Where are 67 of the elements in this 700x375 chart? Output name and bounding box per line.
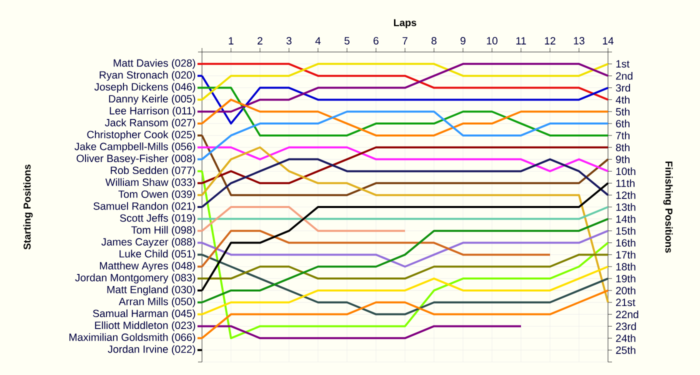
legend-label: Luke Child (051) (120, 250, 196, 260)
y2-tick-label: 7th (616, 132, 630, 140)
y2-tick-label: 9th (616, 155, 630, 164)
y2-tick-label: 6th (616, 120, 630, 128)
y2-tick-label: 15th (616, 226, 636, 235)
x-tick-label: 13 (574, 37, 584, 44)
y2-tick-label: 14th (616, 215, 636, 223)
legend-label: Danny Keirle (005) (109, 94, 196, 105)
y2-tick-label: 3rd (616, 84, 630, 92)
legend-label: Rob Sedden (077) (110, 166, 196, 176)
y2-tick-label: 12th (616, 191, 636, 199)
y2-tick-label: 17th (616, 250, 636, 259)
legend-label: Lee Harrison (011) (110, 106, 196, 117)
legend-label: Samual Harman (045) (92, 309, 196, 320)
legend-label: Jack Ransom (027) (104, 118, 196, 128)
x-tick-label: 12 (544, 37, 556, 44)
y2-tick-label: 19th (616, 274, 636, 282)
x-tick-label: 7 (402, 37, 408, 44)
legend-label: Jordan Montgomery (083) (75, 274, 196, 284)
legend-label: Arran Mills (050) (118, 298, 196, 308)
legend-label: Samuel Randon (021) (94, 202, 196, 212)
legend-label: Maximilian Goldsmith (066) (69, 333, 196, 344)
y2-tick-label: 25th (616, 346, 636, 354)
legend-label: Tom Owen (039) (118, 190, 196, 200)
y2-tick-label: 16th (616, 238, 636, 247)
x-tick-label: 6 (374, 37, 378, 44)
y2-tick-label: 11th (616, 179, 635, 187)
x-tick-label: 4 (315, 37, 321, 44)
y2-tick-label: 22nd (616, 310, 638, 318)
y2-tick-label: 2nd (616, 72, 632, 80)
y2-tick-label: 8th (616, 144, 630, 152)
legend-label: Christopher Cook (025) (87, 130, 196, 140)
y2-tick-label: 10th (616, 167, 636, 176)
x-tick-label: 3 (286, 37, 292, 44)
legend-label: Jordan Irvine (022) (108, 345, 196, 355)
legend-label: Jake Campbell-Mills (056) (74, 142, 196, 152)
y2-tick-label: 1st (616, 60, 630, 68)
legend-label: James Cayzer (088) (101, 238, 196, 248)
y2-tick-label: 18th (616, 262, 636, 270)
y2-tick-label: 4th (616, 96, 630, 104)
x-tick-label: 14 (602, 37, 614, 44)
x-tick-label: 8 (432, 37, 436, 44)
legend-label: Elliott Middleton (023) (95, 321, 196, 332)
legend-label: Joseph Dickens (046) (94, 82, 196, 93)
x-tick-label: 10 (486, 37, 498, 44)
y2-tick-label: 5th (616, 108, 630, 116)
y2-tick-label: 23rd (616, 322, 636, 330)
y2-tick-label: 24th (616, 334, 636, 342)
legend-label: Matt England (030) (107, 286, 196, 296)
legend-label: Ryan Stronach (020) (100, 70, 196, 81)
x-tick-label: 11 (516, 37, 526, 44)
legend-label: William Shaw (033) (105, 178, 196, 188)
legend-title: Starting Positions (23, 164, 33, 250)
x-tick-label: 1 (228, 37, 234, 44)
legend-label: Oliver Basey-Fisher (008) (76, 154, 196, 164)
legend-label: Matthew Ayres (048) (100, 262, 196, 272)
y2-tick-label: 13th (616, 203, 636, 211)
legend-label: Scott Jeffs (019) (120, 214, 196, 224)
x-axis-title: Laps (394, 19, 416, 28)
y2-tick-label: 21st (616, 298, 636, 306)
x-tick-label: 5 (344, 37, 350, 44)
x-tick-label: 2 (258, 37, 262, 44)
x-tick-label: 9 (460, 37, 466, 44)
legend-label: Matt Davies (028) (114, 59, 196, 69)
y2-axis-title: Finishing Positions (663, 162, 673, 253)
legend-label: Tom Hill (098) (131, 226, 196, 236)
y2-tick-label: 20th (616, 286, 636, 294)
